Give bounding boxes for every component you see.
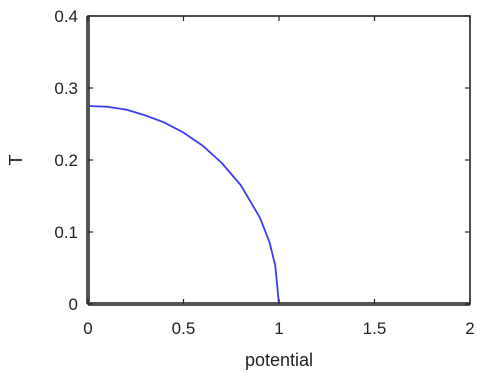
x-tick-label: 0 [83, 319, 92, 338]
y-tick-label: 0.3 [54, 79, 78, 98]
x-tick-label: 1.5 [363, 319, 387, 338]
x-tick-label: 2 [465, 319, 474, 338]
x-axis-title: potential [245, 350, 313, 370]
y-tick-label: 0 [69, 295, 78, 314]
tick-layer: 0 0.5 1 1.5 2 0 0.1 0.2 0.3 0.4 [54, 7, 474, 338]
y-tick-label: 0.1 [54, 223, 78, 242]
x-tick-label: 1 [274, 319, 283, 338]
y-tick-label: 0.2 [54, 151, 78, 170]
plot-area [88, 16, 470, 304]
x-tick-label: 0.5 [172, 319, 196, 338]
y-axis-title: T [6, 155, 26, 166]
y-tick-label: 0.4 [54, 7, 78, 26]
